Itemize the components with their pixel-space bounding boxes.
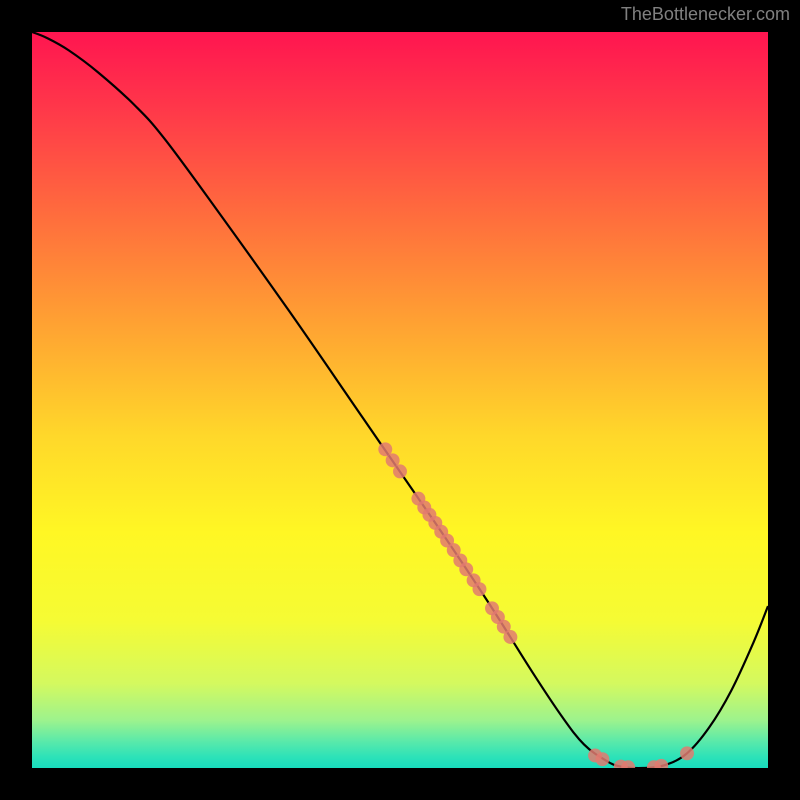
data-marker — [393, 464, 407, 478]
curve-overlay — [32, 32, 768, 768]
data-marker — [680, 746, 694, 760]
data-marker — [503, 630, 517, 644]
data-marker — [473, 582, 487, 596]
bottleneck-curve — [32, 32, 768, 768]
watermark-text: TheBottlenecker.com — [621, 4, 790, 25]
data-marker — [654, 759, 668, 768]
data-marker — [595, 752, 609, 766]
chart-plot-area — [30, 30, 770, 770]
